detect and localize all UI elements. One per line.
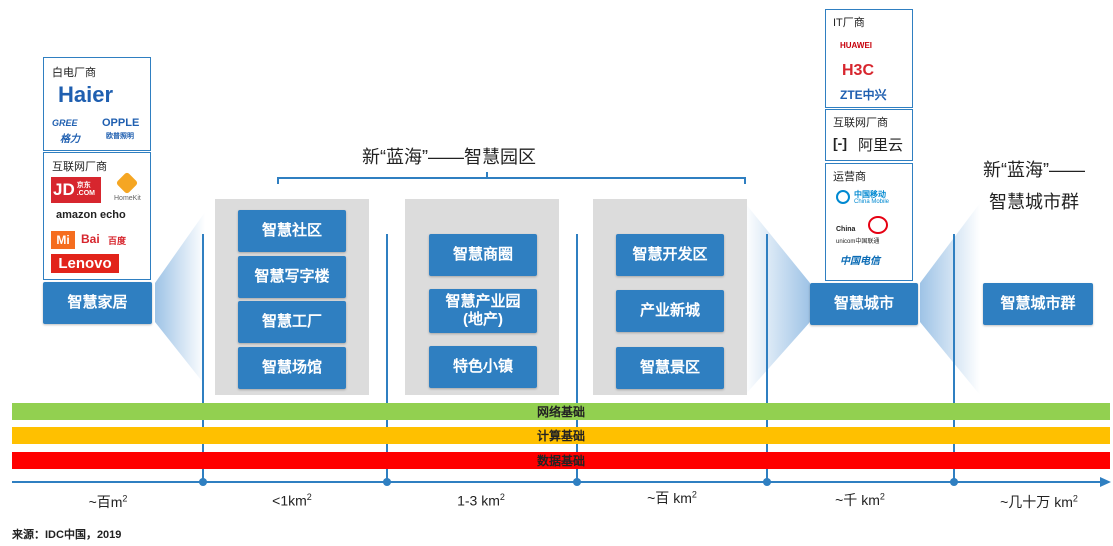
- funnel-far-right: [920, 203, 980, 395]
- axis-dot-3: [573, 478, 581, 486]
- compute-foundation-bar: 计算基础: [12, 427, 1110, 444]
- data-foundation-bar: 数据基础: [12, 452, 1110, 469]
- scale-axis: [12, 477, 1111, 487]
- china-mobile-icon: [836, 190, 850, 204]
- scale-label-4: ~百 km2: [647, 489, 697, 506]
- homekit-logo: HomeKit: [114, 195, 141, 202]
- haier-logo: Haier: [58, 82, 114, 107]
- jd-text: JD: [53, 180, 75, 199]
- opple-logo: OPPLE: [102, 117, 140, 129]
- jd-logo: JD 京东 .COM: [51, 177, 101, 203]
- divider-3: [576, 234, 578, 484]
- axis-dot-5: [950, 478, 958, 486]
- node-smart-industrial-park: 智慧产业园 (地产): [429, 289, 537, 333]
- zte-logo: ZTE中兴: [840, 88, 887, 102]
- divider-2: [386, 234, 388, 484]
- internet-vendor-right-label: 互联网厂商: [833, 117, 888, 129]
- funnel-center-right: [745, 203, 810, 395]
- china-mobile-logo: 中国移动: [854, 190, 886, 199]
- china-mobile-en-logo: China Mobile: [854, 199, 890, 205]
- internet-vendor-right-box: 互联网厂商 [-] 阿里云: [825, 109, 913, 161]
- node-smart-city: 智慧城市: [810, 283, 918, 325]
- mi-logo: Mi: [51, 231, 75, 249]
- baidu-cn-logo: 百度: [108, 236, 127, 246]
- bracket: [277, 172, 746, 184]
- internet-vendor-left-box: 互联网厂商 JD 京东 .COM HomeKit amazon echo Mi …: [43, 152, 151, 280]
- amazon-echo-logo: amazon echo: [56, 209, 126, 221]
- scale-label-1: ~百m2: [88, 493, 128, 510]
- china-unicom-cn-logo: unicom中国联通: [836, 239, 880, 245]
- node-smart-community: 智慧社区: [238, 210, 346, 252]
- it-vendor-label: IT厂商: [833, 17, 865, 29]
- node-industrial-new-city: 产业新城: [616, 290, 724, 332]
- china-telecom-logo: 中国电信: [840, 256, 880, 267]
- node-smart-scenic-area: 智慧景区: [616, 347, 724, 389]
- china-unicom-logo: China: [836, 226, 856, 233]
- china-unicom-icon: [868, 216, 888, 234]
- aliyun-logo: 阿里云: [858, 137, 904, 154]
- appliance-vendor-label: 白电厂商: [52, 67, 96, 79]
- huawei-logo: HUAWEI: [840, 41, 872, 50]
- node-smart-home: 智慧家居: [43, 282, 152, 324]
- scale-label-6: ~几十万 km2: [1000, 493, 1078, 510]
- scale-label-5: ~千 km2: [835, 491, 885, 508]
- divider-4: [766, 234, 768, 484]
- carrier-box: 运营商 中国移动 China Mobile China unicom中国联通 中…: [825, 163, 913, 281]
- carrier-label: 运营商: [833, 171, 866, 183]
- node-smart-business-district: 智慧商圈: [429, 234, 537, 276]
- lenovo-logo: Lenovo: [51, 254, 119, 273]
- city-heading-line2: 智慧城市群: [989, 192, 1079, 212]
- node-smart-dev-zone: 智慧开发区: [616, 234, 724, 276]
- scale-label-3: 1-3 km2: [457, 492, 505, 509]
- it-vendor-box: IT厂商 HUAWEI H3C ZTE中兴: [825, 9, 913, 108]
- node-smart-factory: 智慧工厂: [238, 301, 346, 343]
- axis-dot-1: [199, 478, 207, 486]
- opple-cn-logo: 欧普照明: [106, 133, 134, 140]
- divider-1: [202, 234, 204, 484]
- jd-cn-text: 京东: [76, 182, 91, 189]
- node-smart-office: 智慧写字楼: [238, 256, 346, 298]
- scale-label-2: <1km2: [272, 492, 312, 509]
- aliyun-icon: [-]: [833, 135, 847, 151]
- node-featured-town: 特色小镇: [429, 346, 537, 388]
- node-smart-venue: 智慧场馆: [238, 347, 346, 389]
- appliance-vendor-box: 白电厂商 Haier GREE 格力 OPPLE 欧普照明: [43, 57, 151, 151]
- baidu-logo: Bai: [81, 232, 100, 246]
- axis-dot-2: [383, 478, 391, 486]
- axis-dot-4: [763, 478, 771, 486]
- park-heading: 新“蓝海”——智慧园区: [362, 147, 536, 167]
- gree-logo: GREE: [52, 118, 78, 128]
- city-heading-line1: 新“蓝海”——: [983, 160, 1085, 180]
- source-note: 来源：IDC中国，2019: [12, 529, 122, 541]
- network-foundation-bar: 网络基础: [12, 403, 1110, 420]
- internet-vendor-label: 互联网厂商: [52, 161, 107, 173]
- divider-5: [953, 234, 955, 484]
- gree-cn-logo: 格力: [60, 134, 80, 145]
- funnel-left: [155, 212, 205, 385]
- jd-com-text: .COM: [76, 190, 96, 197]
- node-smart-city-cluster: 智慧城市群: [983, 283, 1093, 325]
- homekit-icon: [115, 171, 139, 195]
- h3c-logo: H3C: [842, 62, 875, 79]
- axis-arrowhead: [1100, 477, 1111, 487]
